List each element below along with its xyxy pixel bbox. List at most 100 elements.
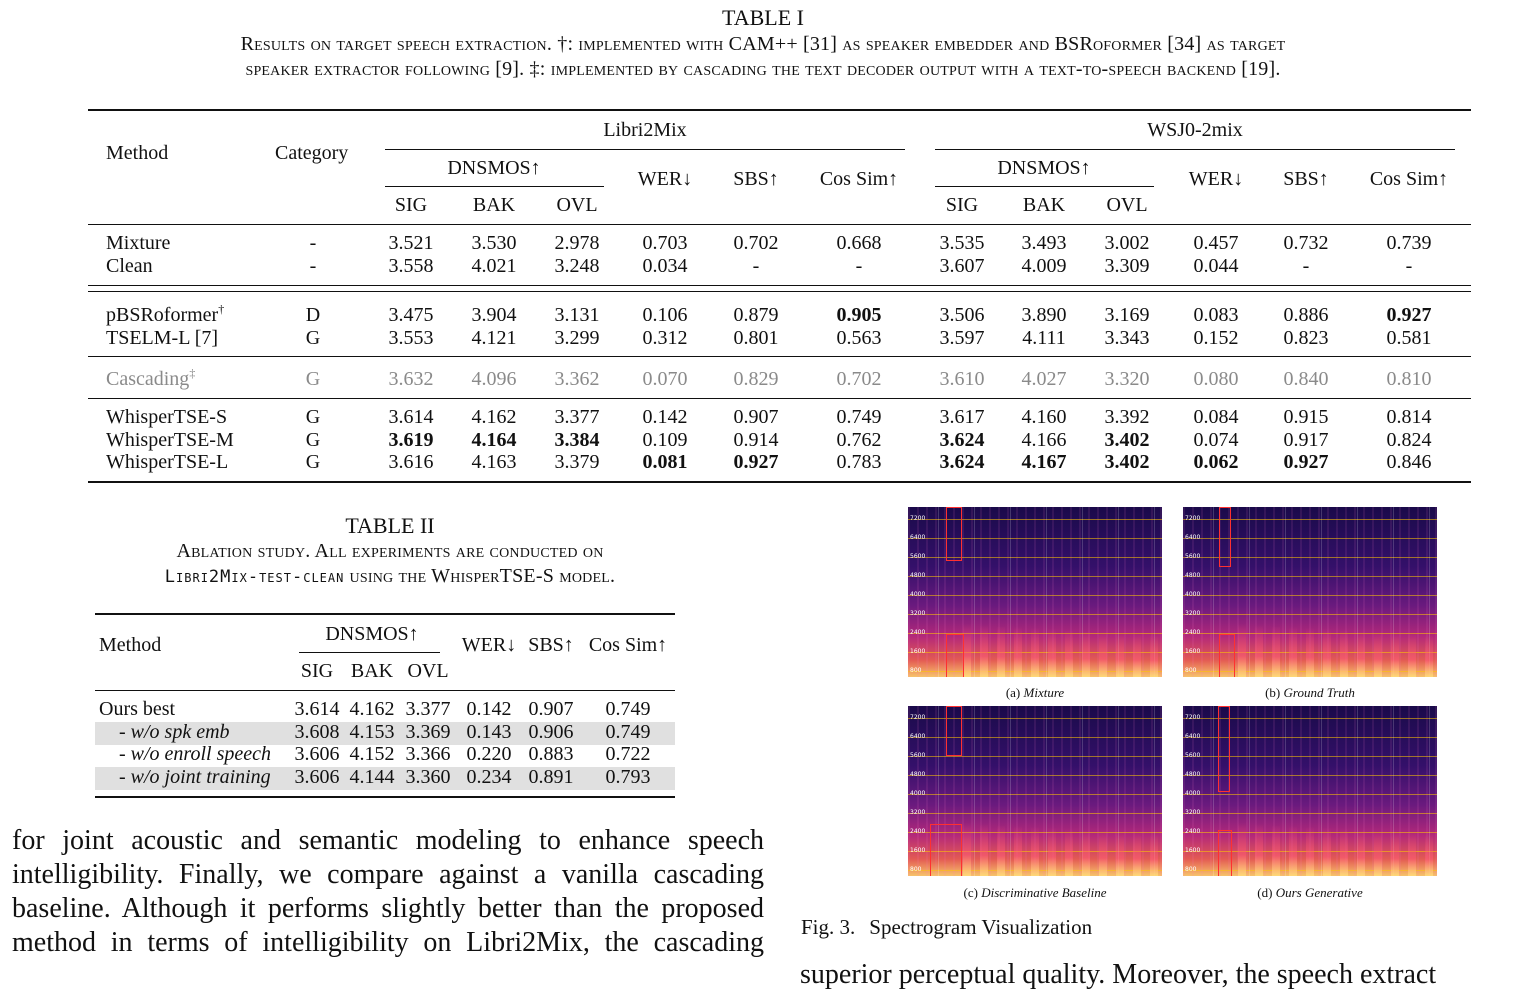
t2-cell: 0.220 bbox=[466, 743, 512, 765]
t1-cell: 4.160 bbox=[1021, 406, 1067, 428]
spectrogram-axis-label: 4000 bbox=[910, 591, 926, 598]
t1-cell: 0.106 bbox=[642, 304, 688, 326]
spectrogram-gridline bbox=[908, 718, 1162, 719]
spectrogram-time-gridline bbox=[1046, 507, 1047, 677]
spectrogram-energy-band bbox=[1014, 627, 1022, 677]
subcaption-d-name: Ours Generative bbox=[1275, 885, 1363, 900]
t1-cell: 0.749 bbox=[836, 406, 882, 428]
spectrogram-energy-band bbox=[980, 824, 988, 876]
fig-subcaption-c: (c) Discriminative Baseline bbox=[964, 885, 1107, 901]
t2-header-sbs: SBS↑ bbox=[528, 634, 574, 656]
spectrogram-energy-band bbox=[1306, 827, 1314, 876]
spectrogram-axis-label: 2400 bbox=[1185, 828, 1201, 835]
spectrogram-highlight-box bbox=[1218, 706, 1230, 792]
t1-row-method: Mixture bbox=[106, 232, 171, 254]
libri-dnsmos-underline bbox=[385, 186, 604, 187]
table2-header-rule bbox=[95, 690, 675, 691]
fig-subcaption-d: (d) Ours Generative bbox=[1257, 885, 1362, 901]
spectrogram-time-gridline bbox=[1249, 706, 1250, 876]
spectrogram-energy-band bbox=[1031, 827, 1039, 876]
t1-cell: 3.506 bbox=[939, 304, 985, 326]
subcaption-a-name: Mixture bbox=[1023, 685, 1065, 700]
t2-cell: 4.153 bbox=[349, 721, 395, 743]
spectrogram-gridline bbox=[908, 538, 1162, 539]
t1-cell: 3.530 bbox=[471, 232, 517, 254]
t1-row-category: G bbox=[305, 327, 321, 349]
table2-caption-dataset: Libri2Mix-test-clean bbox=[164, 567, 345, 587]
t1-cell: 3.614 bbox=[388, 406, 434, 428]
spectrogram-energy-band bbox=[1306, 628, 1314, 677]
t1-cell: 0.702 bbox=[836, 368, 882, 390]
spectrogram-energy-band bbox=[1082, 830, 1090, 876]
spectrogram-energy-band bbox=[1391, 832, 1399, 876]
t1-cell: 3.624 bbox=[939, 451, 985, 473]
spectrogram-axis-label: 2400 bbox=[1185, 629, 1201, 636]
t1-cell: 0.034 bbox=[642, 255, 688, 277]
t1-cell: - bbox=[1302, 255, 1310, 277]
spectrogram-axis-label: 6400 bbox=[1185, 534, 1201, 541]
spectrogram-axis-label: 4000 bbox=[910, 790, 926, 797]
spectrogram-energy-band bbox=[1082, 631, 1090, 677]
spectrogram-highlight-box bbox=[946, 507, 962, 561]
spectrogram-axis-label: 6400 bbox=[910, 534, 926, 541]
t1-cell: 0.080 bbox=[1193, 368, 1239, 390]
t2-cell: 3.614 bbox=[294, 698, 340, 720]
t1-cell: 3.384 bbox=[554, 429, 600, 451]
spectrogram-axis-label: 5600 bbox=[910, 553, 926, 560]
t2-header-dnsmos: DNSMOS↑ bbox=[325, 623, 419, 645]
t1-cell: 4.009 bbox=[1021, 255, 1067, 277]
spectrogram-energy-band bbox=[1289, 826, 1297, 876]
libri2mix-underline bbox=[385, 149, 905, 150]
t1-cell: 0.927 bbox=[1386, 304, 1432, 326]
spectrogram-energy-band bbox=[1099, 632, 1107, 677]
spectrogram-axis-label: 3200 bbox=[1185, 809, 1201, 816]
t1-row-method: pBSRoformer† bbox=[106, 302, 225, 326]
t1-cell: 0.917 bbox=[1283, 429, 1329, 451]
t1-cell: 0.879 bbox=[733, 304, 779, 326]
t1-cell: 3.475 bbox=[388, 304, 434, 326]
spectrogram-axis-label: 4800 bbox=[1185, 771, 1201, 778]
t1-cell: 3.377 bbox=[554, 406, 600, 428]
table1-double-rule-b bbox=[88, 291, 1471, 292]
spectrogram-energy-band bbox=[1425, 635, 1433, 677]
t1-row-method: WhisperTSE-S bbox=[106, 406, 228, 428]
t1-row-method: WhisperTSE-M bbox=[106, 429, 234, 451]
t1-libri-ovl: OVL bbox=[556, 194, 598, 216]
t1-cell: 3.616 bbox=[388, 451, 434, 473]
spectrogram-discriminative-baseline: 7200 6400 5600 4800 4000 3200 2400 1600 800 bbox=[908, 706, 1162, 876]
spectrogram-highlight-box bbox=[1218, 830, 1232, 876]
t1-header-libri2mix: Libri2Mix bbox=[603, 119, 687, 141]
spectrogram-axis-label: 7200 bbox=[1185, 515, 1201, 522]
t2-cell: 0.142 bbox=[466, 698, 512, 720]
t1-row-category: - bbox=[309, 232, 317, 254]
t1-cell: 3.890 bbox=[1021, 304, 1067, 326]
t1-row-category: D bbox=[305, 304, 321, 326]
spectrogram-energy-band bbox=[1323, 828, 1331, 876]
t1-cell: 3.904 bbox=[471, 304, 517, 326]
spectrogram-axis-label: 3200 bbox=[910, 809, 926, 816]
t1-row-category: G bbox=[305, 451, 321, 473]
t1-cell: 3.597 bbox=[939, 327, 985, 349]
t2-cell: 4.144 bbox=[349, 766, 395, 788]
spectrogram-gridline bbox=[908, 614, 1162, 615]
spectrogram-gridline bbox=[1183, 614, 1437, 615]
spectrogram-gridline bbox=[908, 737, 1162, 738]
t1-cell: 0.109 bbox=[642, 429, 688, 451]
t1-cell: 3.553 bbox=[388, 327, 434, 349]
t1-cell: 0.702 bbox=[733, 232, 779, 254]
t1-cell: 3.392 bbox=[1104, 406, 1150, 428]
spectrogram-energy-band bbox=[1272, 825, 1280, 876]
spectrogram-axis-label: 800 bbox=[1185, 667, 1197, 674]
t1-libri-bak: BAK bbox=[472, 194, 516, 216]
t1-cell: 0.074 bbox=[1193, 429, 1239, 451]
t1-wsj-sbs: SBS↑ bbox=[1283, 168, 1329, 190]
t1-cell: 3.169 bbox=[1104, 304, 1150, 326]
spectrogram-time-gridline bbox=[1429, 507, 1430, 677]
t1-cell: 0.801 bbox=[733, 327, 779, 349]
spectrogram-axis-label: 1600 bbox=[1185, 847, 1201, 854]
spectrogram-gridline bbox=[908, 813, 1162, 814]
t1-cell: 3.309 bbox=[1104, 255, 1150, 277]
body-line-4: method in terms of intelligibility on Li… bbox=[12, 927, 764, 958]
t2-dnsmos-underline bbox=[299, 652, 440, 653]
t1-cell: 0.829 bbox=[733, 368, 779, 390]
